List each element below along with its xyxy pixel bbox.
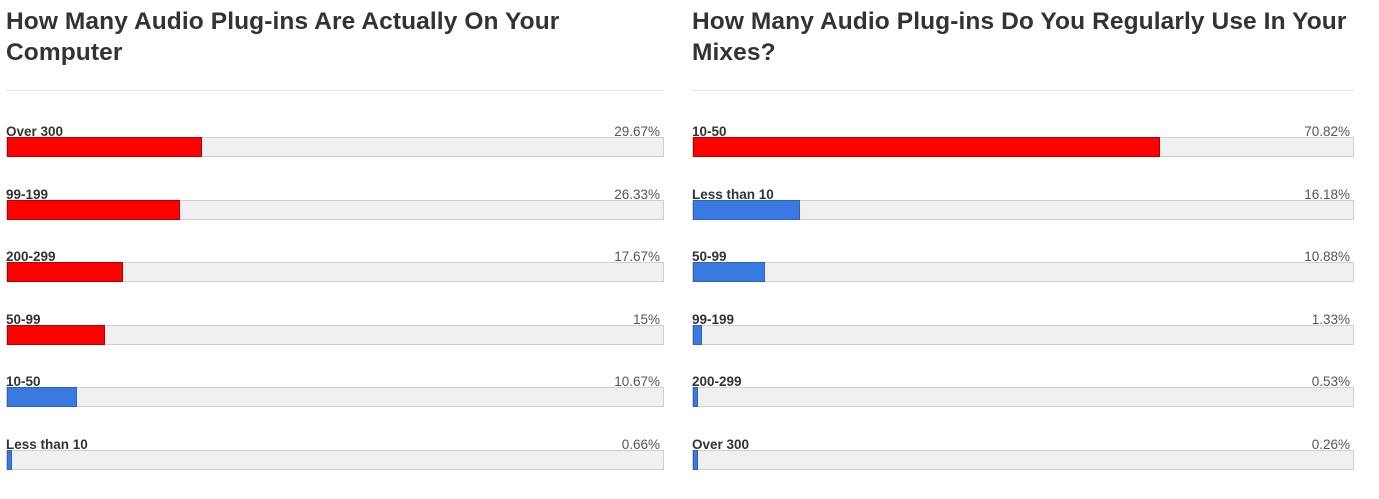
bar-track bbox=[692, 262, 1354, 282]
bar bbox=[693, 450, 698, 470]
bar-track bbox=[6, 450, 664, 470]
poll-title: How Many Audio Plug-ins Do You Regularly… bbox=[692, 0, 1354, 84]
bar bbox=[7, 450, 12, 470]
bar bbox=[7, 387, 77, 407]
bar bbox=[693, 200, 800, 220]
bar bbox=[7, 325, 105, 345]
bar-track bbox=[6, 262, 664, 282]
bar-track bbox=[692, 387, 1354, 407]
bar bbox=[7, 262, 123, 282]
divider bbox=[6, 90, 664, 91]
bar-track bbox=[6, 137, 664, 157]
bar bbox=[693, 387, 698, 407]
bar-track bbox=[692, 450, 1354, 470]
bar bbox=[7, 200, 180, 220]
poll-title: How Many Audio Plug-ins Are Actually On … bbox=[6, 0, 664, 84]
bar bbox=[693, 137, 1160, 157]
poll-plugins-used: How Many Audio Plug-ins Do You Regularly… bbox=[692, 0, 1354, 499]
bar bbox=[693, 262, 765, 282]
bar bbox=[693, 325, 702, 345]
bar bbox=[7, 137, 202, 157]
bar-track bbox=[6, 325, 664, 345]
bar-track bbox=[6, 200, 664, 220]
bar-track bbox=[692, 200, 1354, 220]
bar-track bbox=[6, 387, 664, 407]
poll-plugins-installed: How Many Audio Plug-ins Are Actually On … bbox=[6, 0, 664, 499]
bar-track bbox=[692, 137, 1354, 157]
bar-track bbox=[692, 325, 1354, 345]
divider bbox=[692, 90, 1354, 91]
